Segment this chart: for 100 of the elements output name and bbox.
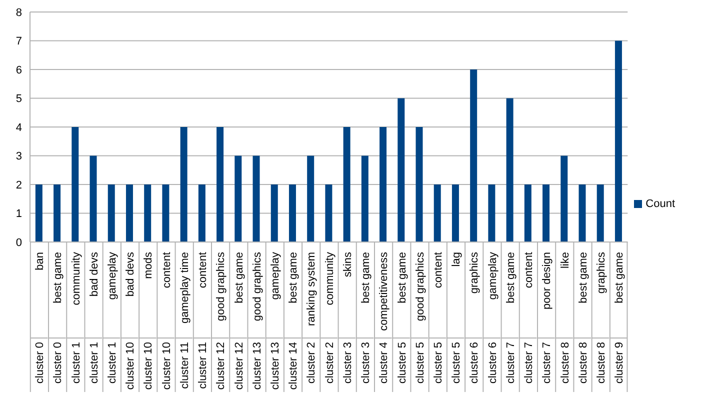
text: cluster 3 bbox=[342, 342, 354, 384]
bar bbox=[361, 156, 368, 242]
x-tick-label: ban bbox=[34, 252, 46, 270]
bar bbox=[90, 156, 97, 242]
text: cluster 11 bbox=[178, 342, 191, 389]
bar bbox=[307, 156, 314, 242]
bar bbox=[452, 184, 459, 242]
x-tick-label: best game bbox=[614, 252, 626, 304]
bar bbox=[578, 184, 586, 242]
bar bbox=[234, 156, 242, 242]
x-tick-label: good graphics bbox=[251, 252, 264, 322]
text: cluster 4 bbox=[378, 342, 390, 384]
text: cluster 1 bbox=[88, 342, 100, 384]
x-tick-label: best game bbox=[52, 252, 64, 304]
x-tick-label: gameplay bbox=[106, 252, 118, 300]
bar bbox=[380, 127, 387, 242]
bar bbox=[270, 184, 278, 242]
bar bbox=[216, 127, 224, 242]
bar bbox=[35, 184, 42, 242]
y-tick-label: 4 bbox=[16, 122, 22, 134]
text: cluster 12 bbox=[215, 342, 228, 390]
text: cluster 3 bbox=[360, 342, 372, 384]
text: cluster 10 bbox=[124, 342, 137, 390]
x-tick-label: gameplay bbox=[269, 252, 282, 300]
x-tick-label: graphics bbox=[595, 252, 608, 294]
x-tick-label: competitiveness bbox=[378, 252, 390, 331]
x-tick-label: best game bbox=[233, 252, 246, 304]
x-tick-label: graphics bbox=[468, 252, 481, 294]
bar bbox=[506, 98, 514, 242]
y-tick-label: 3 bbox=[16, 150, 22, 163]
text: cluster 0 bbox=[52, 342, 64, 384]
text: cluster 8 bbox=[577, 342, 590, 384]
x-tick-label: content bbox=[432, 252, 444, 288]
x-tick-label: best game bbox=[288, 252, 300, 304]
text: cluster 10 bbox=[160, 342, 173, 390]
text: cluster 5 bbox=[396, 342, 408, 384]
x-tick-label: poor design bbox=[541, 252, 554, 310]
bar bbox=[560, 156, 568, 242]
x-tick-label: bad devs bbox=[124, 252, 137, 297]
text: cluster 14 bbox=[288, 342, 300, 390]
bar bbox=[524, 184, 532, 242]
bar bbox=[434, 184, 441, 242]
text: cluster 0 bbox=[34, 342, 46, 384]
text: cluster 8 bbox=[595, 342, 608, 384]
text: cluster 6 bbox=[468, 342, 481, 384]
x-tick-label: best game bbox=[577, 252, 590, 304]
text: cluster 12 bbox=[233, 342, 246, 390]
bar bbox=[325, 184, 332, 242]
x-tick-label: good graphics bbox=[414, 252, 426, 322]
bar bbox=[126, 184, 133, 242]
y-tick-label: 8 bbox=[16, 6, 22, 19]
y-tick-label: 7 bbox=[16, 36, 22, 48]
y-tick-label: 1 bbox=[16, 208, 22, 220]
x-tick-label: community bbox=[324, 252, 336, 306]
x-tick-label: gameplay bbox=[486, 252, 499, 300]
x-tick-label: gameplay time bbox=[178, 252, 191, 324]
x-tick-label: bad devs bbox=[88, 252, 100, 297]
text: cluster 7 bbox=[523, 342, 536, 384]
text: cluster 5 bbox=[432, 342, 444, 384]
bar bbox=[416, 127, 423, 242]
text: cluster 13 bbox=[269, 342, 282, 390]
x-tick-label: mods bbox=[142, 252, 155, 279]
bar bbox=[542, 184, 550, 242]
x-tick-label: content bbox=[523, 252, 536, 288]
bar bbox=[108, 184, 115, 242]
text: cluster 9 bbox=[614, 342, 626, 384]
bar bbox=[252, 156, 260, 242]
bar bbox=[596, 184, 604, 242]
text: cluster 2 bbox=[306, 342, 318, 384]
bar bbox=[343, 127, 350, 242]
x-tick-label: best game bbox=[396, 252, 408, 304]
text: cluster 1 bbox=[70, 342, 82, 384]
x-tick-label: content bbox=[197, 252, 210, 288]
text: cluster 5 bbox=[450, 342, 463, 384]
bar bbox=[162, 184, 170, 242]
x-tick-label: lag bbox=[450, 252, 463, 267]
x-tick-label: best game bbox=[360, 252, 372, 304]
bar bbox=[614, 40, 622, 242]
x-tick-label: content bbox=[160, 252, 173, 288]
text: cluster 13 bbox=[251, 342, 264, 390]
bar bbox=[72, 127, 79, 242]
x-tick-label: like bbox=[559, 252, 572, 269]
y-tick-label: 6 bbox=[16, 64, 22, 76]
bar bbox=[180, 127, 188, 242]
bar bbox=[288, 184, 296, 242]
text: cluster 2 bbox=[324, 342, 336, 384]
x-tick-label: ranking system bbox=[306, 252, 318, 326]
text: cluster 6 bbox=[486, 342, 499, 384]
y-tick-label: 5 bbox=[16, 93, 22, 106]
x-tick-label: community bbox=[70, 252, 82, 306]
x-tick-label: skins bbox=[342, 252, 354, 278]
bar bbox=[470, 70, 478, 242]
bar bbox=[488, 184, 496, 242]
text: cluster 1 bbox=[106, 342, 118, 384]
text: cluster 8 bbox=[559, 342, 572, 384]
bar bbox=[54, 184, 61, 242]
y-tick-label: 0 bbox=[16, 236, 22, 249]
text: cluster 7 bbox=[541, 342, 554, 384]
bar bbox=[198, 184, 206, 242]
x-tick-label: best game bbox=[504, 252, 517, 304]
